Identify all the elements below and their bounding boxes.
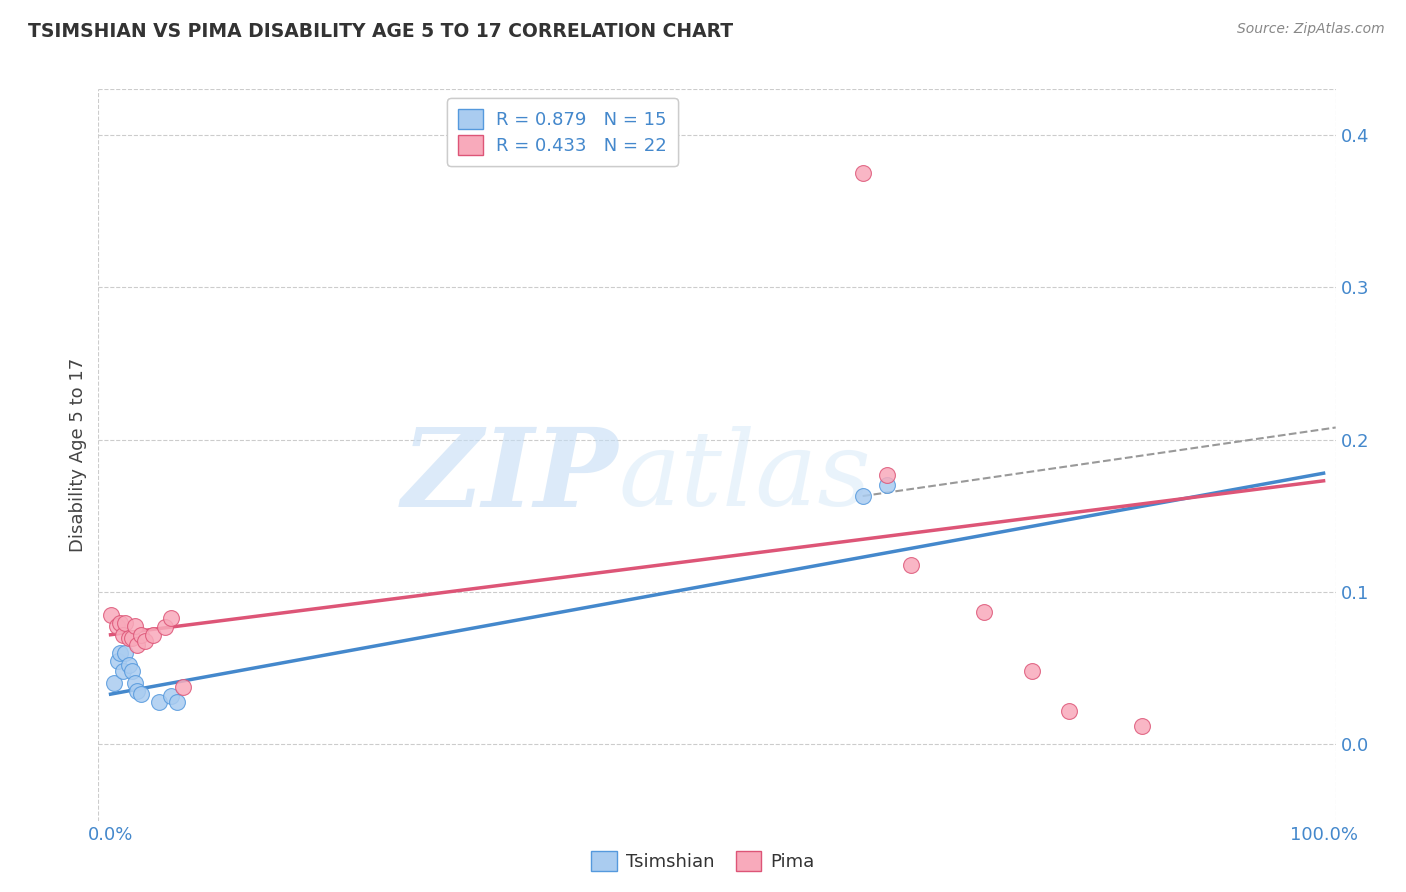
Point: [124, 676, 146, 690]
Point: [121, 631, 143, 645]
Point: [105, 618, 128, 632]
Point: [166, 695, 188, 709]
Point: [124, 618, 146, 632]
Point: [1130, 719, 1153, 733]
Point: [118, 631, 141, 645]
Point: [1057, 704, 1080, 718]
Point: [148, 695, 170, 709]
Point: [121, 665, 143, 679]
Text: ZIP: ZIP: [402, 423, 619, 531]
Point: [111, 665, 134, 679]
Point: [852, 166, 875, 180]
Point: [876, 478, 898, 492]
Point: [153, 620, 176, 634]
Point: [103, 676, 125, 690]
Point: [973, 605, 995, 619]
Point: [129, 628, 152, 642]
Point: [160, 611, 183, 625]
Point: [114, 646, 136, 660]
Legend: Tsimshian, Pima: Tsimshian, Pima: [585, 844, 821, 879]
Point: [107, 654, 129, 668]
Point: [900, 558, 922, 572]
Point: [1021, 665, 1043, 679]
Point: [134, 633, 156, 648]
Text: TSIMSHIAN VS PIMA DISABILITY AGE 5 TO 17 CORRELATION CHART: TSIMSHIAN VS PIMA DISABILITY AGE 5 TO 17…: [28, 22, 734, 41]
Point: [111, 628, 134, 642]
Text: atlas: atlas: [619, 426, 870, 527]
Point: [876, 467, 898, 482]
Point: [129, 687, 152, 701]
Point: [100, 607, 122, 622]
Point: [114, 615, 136, 630]
Point: [110, 646, 132, 660]
Point: [110, 615, 132, 630]
Legend: R = 0.879   N = 15, R = 0.433   N = 22: R = 0.879 N = 15, R = 0.433 N = 22: [447, 98, 678, 166]
Point: [852, 489, 875, 503]
Point: [127, 684, 149, 698]
Text: Source: ZipAtlas.com: Source: ZipAtlas.com: [1237, 22, 1385, 37]
Point: [142, 628, 165, 642]
Point: [172, 680, 194, 694]
Point: [127, 639, 149, 653]
Point: [118, 658, 141, 673]
Point: [160, 689, 183, 703]
Y-axis label: Disability Age 5 to 17: Disability Age 5 to 17: [69, 358, 87, 552]
